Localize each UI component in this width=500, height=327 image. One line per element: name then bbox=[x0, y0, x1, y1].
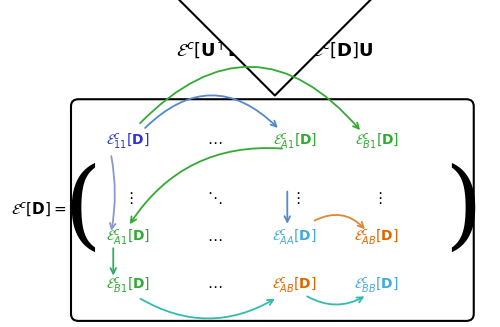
Text: $\cdots$: $\cdots$ bbox=[208, 134, 223, 149]
Text: $\mathcal{E}^c_{AB}[\mathbf{D}]$: $\mathcal{E}^c_{AB}[\mathbf{D}]$ bbox=[354, 228, 399, 249]
Text: $\vdots$: $\vdots$ bbox=[372, 190, 382, 206]
Text: (: ( bbox=[63, 163, 101, 257]
Text: $\mathcal{E}^c_{A1}[\mathbf{D}]$: $\mathcal{E}^c_{A1}[\mathbf{D}]$ bbox=[272, 132, 317, 152]
Text: ): ) bbox=[444, 163, 482, 257]
Text: $\mathcal{E}^c_{AB}[\mathbf{D}]$: $\mathcal{E}^c_{AB}[\mathbf{D}]$ bbox=[272, 276, 317, 296]
Text: $\vdots$: $\vdots$ bbox=[123, 190, 134, 206]
Text: $\mathcal{E}^c_{AA}[\mathbf{D}]$: $\mathcal{E}^c_{AA}[\mathbf{D}]$ bbox=[272, 228, 317, 249]
Text: $\cdots$: $\cdots$ bbox=[208, 278, 223, 293]
Text: $\mathcal{E}^c_{B1}[\mathbf{D}]$: $\mathcal{E}^c_{B1}[\mathbf{D}]$ bbox=[354, 132, 399, 152]
Text: $\mathcal{E}^c[\mathbf{U}^\dagger\mathbf{D}\mathbf{U}] = \mathbf{U}^\dagger\math: $\mathcal{E}^c[\mathbf{U}^\dagger\mathbf… bbox=[176, 38, 374, 60]
Text: $\mathcal{E}^c_{11}[\mathbf{D}]$: $\mathcal{E}^c_{11}[\mathbf{D}]$ bbox=[106, 132, 150, 152]
Text: $\mathcal{E}^c_{B1}[\mathbf{D}]$: $\mathcal{E}^c_{B1}[\mathbf{D}]$ bbox=[106, 276, 150, 296]
Text: $\mathcal{E}^c_{BB}[\mathbf{D}]$: $\mathcal{E}^c_{BB}[\mathbf{D}]$ bbox=[354, 276, 399, 296]
Text: $\mathcal{E}^c[\mathbf{D}] =$: $\mathcal{E}^c[\mathbf{D}] =$ bbox=[12, 201, 67, 219]
Text: $\cdots$: $\cdots$ bbox=[208, 231, 223, 246]
Text: $\mathcal{E}^c_{A1}[\mathbf{D}]$: $\mathcal{E}^c_{A1}[\mathbf{D}]$ bbox=[106, 228, 150, 249]
Text: $\ddots$: $\ddots$ bbox=[208, 190, 223, 206]
FancyBboxPatch shape bbox=[71, 99, 474, 321]
Text: $\vdots$: $\vdots$ bbox=[290, 190, 300, 206]
